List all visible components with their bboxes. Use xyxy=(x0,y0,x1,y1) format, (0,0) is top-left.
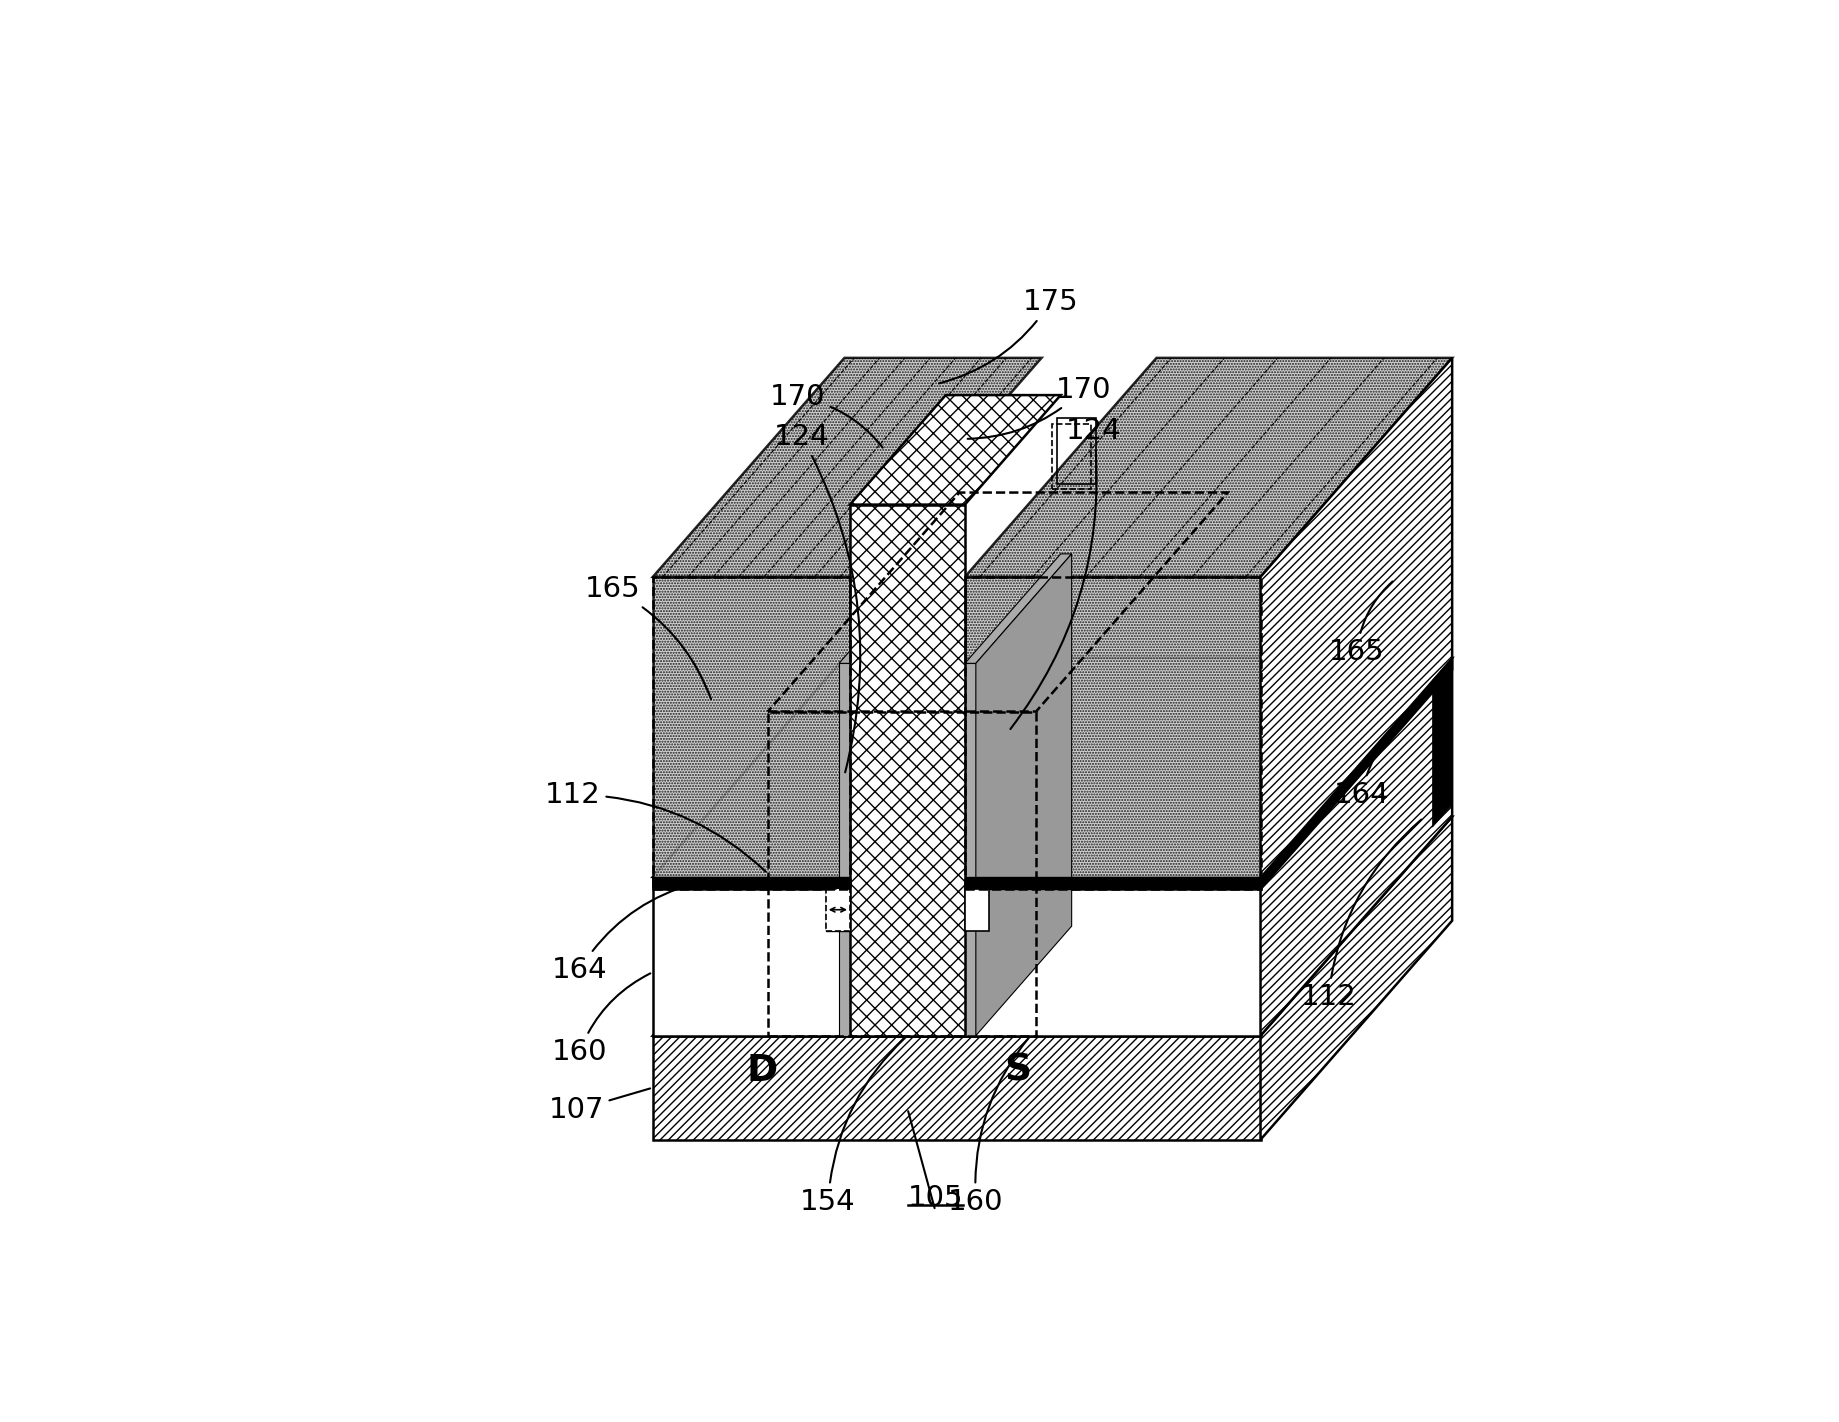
Text: 164: 164 xyxy=(552,883,693,984)
Polygon shape xyxy=(653,816,1451,1035)
Text: 107: 107 xyxy=(548,1088,649,1125)
Text: 112: 112 xyxy=(1300,819,1420,1011)
Polygon shape xyxy=(964,358,1451,577)
Polygon shape xyxy=(1260,658,1451,889)
Polygon shape xyxy=(1260,658,1451,1035)
Polygon shape xyxy=(1260,816,1451,1139)
Polygon shape xyxy=(653,877,850,930)
Text: 160: 160 xyxy=(947,1038,1028,1216)
Text: 170: 170 xyxy=(967,375,1111,439)
Bar xyxy=(964,889,988,930)
Polygon shape xyxy=(964,877,1260,889)
Text: 165: 165 xyxy=(1328,582,1392,667)
Bar xyxy=(653,877,1260,1035)
Polygon shape xyxy=(964,555,1070,663)
Polygon shape xyxy=(1431,658,1451,828)
Bar xyxy=(964,663,975,1035)
Bar xyxy=(826,889,850,930)
Text: 170: 170 xyxy=(769,384,883,448)
Text: 165: 165 xyxy=(585,574,710,700)
Text: 154: 154 xyxy=(800,1038,905,1216)
Text: 105: 105 xyxy=(907,1183,962,1212)
Text: 160: 160 xyxy=(552,974,649,1066)
Polygon shape xyxy=(850,395,1059,505)
Polygon shape xyxy=(975,555,1070,1035)
Bar xyxy=(653,1035,1260,1139)
Polygon shape xyxy=(653,658,1451,877)
Polygon shape xyxy=(1260,358,1451,889)
Polygon shape xyxy=(653,358,1041,577)
Bar xyxy=(964,577,1260,889)
Bar xyxy=(653,577,850,889)
Text: 175: 175 xyxy=(938,289,1078,384)
Text: D: D xyxy=(747,1052,778,1089)
Bar xyxy=(839,663,850,1035)
Bar xyxy=(850,505,964,1035)
Bar xyxy=(767,711,1035,1035)
Bar xyxy=(964,577,1260,889)
Text: S: S xyxy=(1004,1052,1030,1089)
Text: 124: 124 xyxy=(774,422,861,772)
Text: 112: 112 xyxy=(544,781,765,872)
Text: 124: 124 xyxy=(1010,417,1122,729)
Text: 164: 164 xyxy=(1333,704,1420,809)
Polygon shape xyxy=(839,555,945,663)
Bar xyxy=(653,577,850,889)
